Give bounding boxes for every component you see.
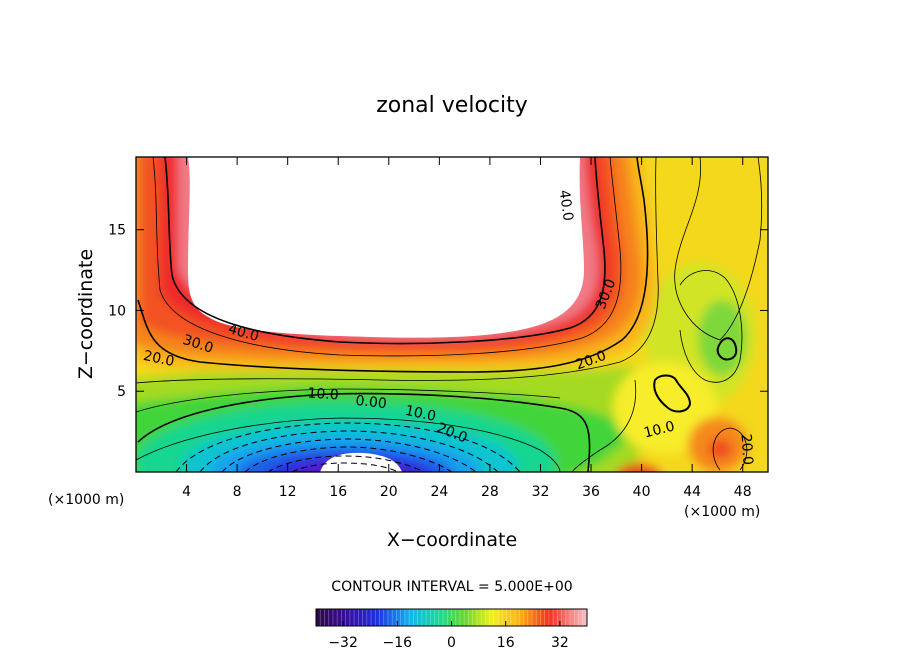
contour-label: 10.0	[403, 403, 437, 425]
contour-label: 20.0	[737, 433, 755, 465]
x-tick-label: 44	[683, 484, 701, 500]
colorbar-tick-label: −16	[383, 635, 413, 651]
contour-interval-note: CONTOUR INTERVAL = 5.000E+00	[331, 579, 572, 595]
x-tick-label: 28	[481, 484, 499, 500]
y-tick-label: 15	[108, 223, 126, 239]
plot-frame	[135, 156, 769, 473]
x-tick-label: 16	[329, 484, 347, 500]
x-tick-label: 20	[380, 484, 398, 500]
x-axis-label: X−coordinate	[387, 529, 517, 551]
contour-label: 20.0	[142, 348, 176, 370]
x-axis-unit-right: (×1000 m)	[684, 504, 760, 520]
x-tick-label: 36	[582, 484, 600, 500]
x-tick-label: 12	[279, 484, 297, 500]
x-tick-label: 48	[734, 484, 752, 500]
x-tick-label: 40	[633, 484, 651, 500]
colorbar-tick-label: 32	[551, 635, 569, 651]
contour-label: 40.0	[556, 189, 576, 222]
contour-label: 10.0	[307, 385, 339, 403]
x-tick-label: 8	[233, 484, 242, 500]
y-tick-label: 10	[108, 303, 126, 319]
colorbar-tick-label: 0	[447, 635, 456, 651]
x-axis-unit-left: (×1000 m)	[48, 492, 124, 508]
colorbar-tick-label: −32	[328, 635, 358, 651]
y-axis-ticks: 5 10 15	[108, 223, 768, 400]
y-tick-label: 5	[117, 384, 126, 400]
x-axis-ticks: 4 8 12 16 20 24 28 32 36 40 44 48	[182, 157, 752, 500]
chart-title: zonal velocity	[376, 93, 528, 118]
colorbar: −32 −16 0 16 32	[315, 608, 588, 651]
contour-label: 10.0	[642, 418, 676, 441]
y-axis-label: Z−coordinate	[75, 249, 97, 379]
x-tick-label: 32	[532, 484, 550, 500]
colorbar-tick-label: 16	[497, 635, 515, 651]
velocity-field: 40.030.040.030.020.0 20.010.0 0.0010.020.0…	[136, 157, 768, 472]
colorbar-ticks: −32 −16 0 16 32	[328, 621, 569, 651]
x-tick-label: 24	[430, 484, 448, 500]
contour-label: 0.00	[355, 393, 388, 412]
x-tick-label: 4	[182, 484, 191, 500]
